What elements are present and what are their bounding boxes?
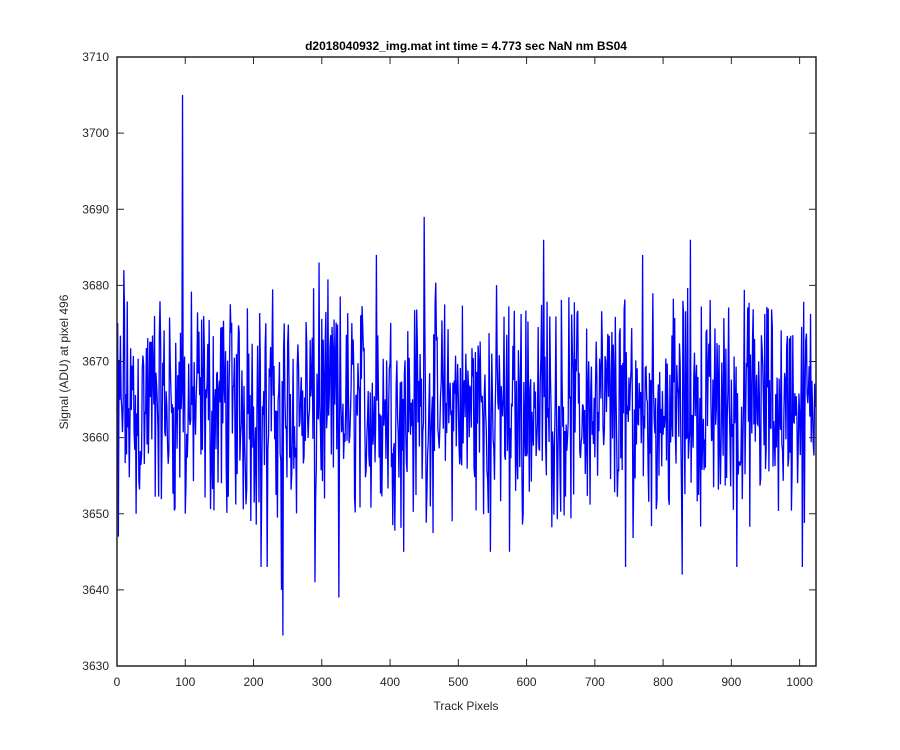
x-tick-label: 400	[380, 675, 400, 689]
y-tick-label: 3680	[82, 278, 109, 292]
x-tick-label: 700	[585, 675, 605, 689]
x-tick-label: 200	[244, 675, 264, 689]
x-tick-label: 600	[517, 675, 537, 689]
y-tick-label: 3640	[82, 583, 109, 597]
y-tick-label: 3710	[82, 50, 109, 64]
x-tick-label: 1000	[786, 675, 813, 689]
axes: 0 100 200 300 400 500 600 700 800 900 1000 3630 3640…	[82, 50, 817, 689]
signal-series-line	[116, 95, 816, 636]
y-tick-label: 3700	[82, 126, 109, 140]
y-tick-label: 3650	[82, 507, 109, 521]
y-tick-label: 3670	[82, 355, 109, 369]
y-tick-label: 3690	[82, 202, 109, 216]
y-tick-label: 3660	[82, 431, 109, 445]
x-tick-label: 0	[114, 675, 121, 689]
plot-area	[116, 95, 816, 636]
x-axis-label: Track Pixels	[434, 699, 499, 713]
x-tick-label: 800	[653, 675, 673, 689]
chart-title: d2018040932_img.mat int time = 4.773 sec…	[305, 39, 627, 53]
y-axis-label: Signal (ADU) at pixel 496	[57, 294, 71, 429]
x-tick-label: 500	[448, 675, 468, 689]
y-tick-label: 3630	[82, 659, 109, 673]
x-tick-label: 100	[175, 675, 195, 689]
x-tick-label: 300	[312, 675, 332, 689]
x-tick-label: 900	[721, 675, 741, 689]
